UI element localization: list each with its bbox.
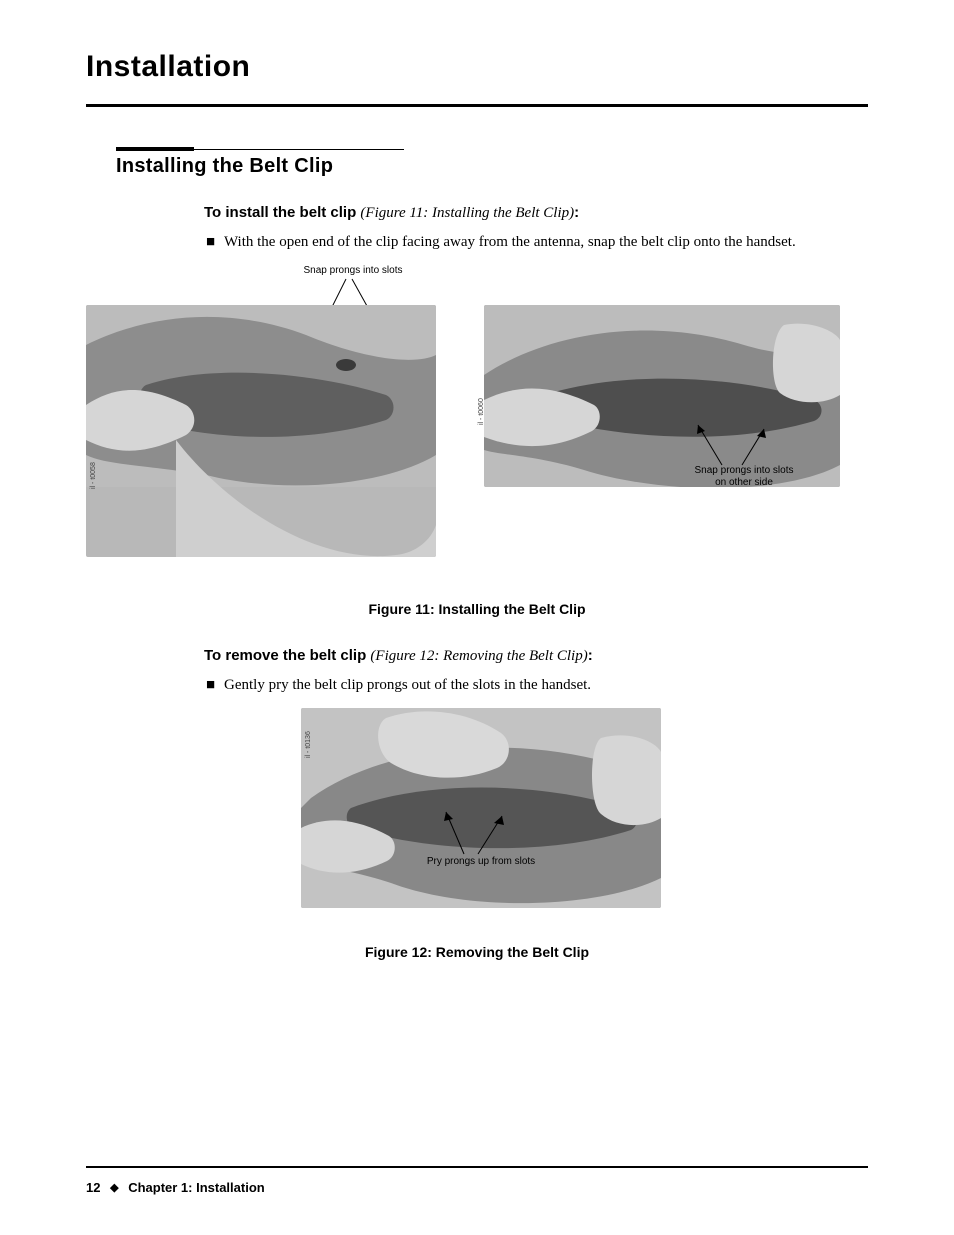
footer-page-number: 12	[86, 1180, 100, 1195]
fig11-label-right-l2: on other side	[715, 477, 773, 488]
figure-12: il - t0136 Pry prongs up from slots	[86, 708, 868, 918]
chapter-title: Installation	[86, 50, 868, 84]
install-lead-colon: :	[574, 204, 579, 221]
install-bullet-text: With the open end of the clip facing awa…	[224, 231, 868, 254]
fig11-caption: Figure 11: Installing the Belt Clip	[86, 601, 868, 617]
fig11-sidecode-left: il - t0058	[90, 462, 97, 489]
title-rule	[86, 104, 868, 107]
fig11-label-top: Snap prongs into slots	[278, 265, 428, 277]
remove-lead-ref: (Figure 12: Removing the Belt Clip)	[370, 648, 587, 664]
fig11-label-right: Snap prongs into slots on other side	[664, 465, 824, 489]
footer-chapter-ref: Chapter 1: Installation	[128, 1180, 265, 1195]
fig12-photo	[301, 708, 661, 908]
remove-lead-bold: To remove the belt clip	[204, 647, 370, 664]
bullet-icon: ■	[204, 231, 224, 254]
fig12-label-bottom: Pry prongs up from slots	[406, 856, 556, 868]
fig11-photo-right	[484, 305, 840, 487]
fig11-photo-left	[86, 305, 436, 557]
remove-lead-colon: :	[588, 647, 593, 664]
fig11-arrow-right-a-icon	[694, 423, 734, 467]
bullet-icon: ■	[204, 674, 224, 697]
fig11-arrow-right-b-icon	[736, 427, 776, 467]
fig12-caption: Figure 12: Removing the Belt Clip	[86, 944, 868, 960]
footer-rule	[86, 1166, 868, 1168]
figure-11: Snap prongs into slots il - t0058	[86, 265, 868, 575]
install-lead-ref: (Figure 11: Installing the Belt Clip)	[360, 205, 574, 221]
install-lead-bold: To install the belt clip	[204, 204, 360, 221]
fig11-sidecode-right: il - t0060	[478, 398, 485, 425]
footer-diamond-icon: ◆	[110, 1181, 118, 1194]
fig12-sidecode: il - t0136	[305, 731, 312, 758]
remove-lead: To remove the belt clip (Figure 12: Remo…	[204, 645, 868, 668]
remove-bullet-text: Gently pry the belt clip prongs out of t…	[224, 674, 868, 697]
install-lead: To install the belt clip (Figure 11: Ins…	[204, 202, 868, 225]
fig12-arrow-b-icon	[474, 814, 508, 856]
section-heading: Installing the Belt Clip	[116, 155, 868, 178]
fig12-arrow-a-icon	[442, 810, 472, 856]
page-footer: 12 ◆ Chapter 1: Installation	[86, 1166, 868, 1195]
section-rule	[116, 147, 868, 151]
install-bullet: ■ With the open end of the clip facing a…	[204, 231, 868, 254]
remove-bullet: ■ Gently pry the belt clip prongs out of…	[204, 674, 868, 697]
